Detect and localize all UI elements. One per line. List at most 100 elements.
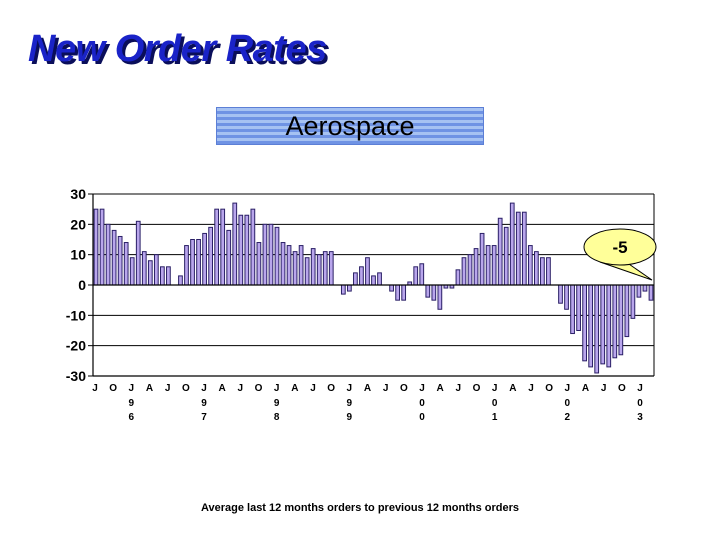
bar — [395, 284, 400, 301]
bar — [111, 229, 117, 286]
x-tick-month: O — [109, 383, 117, 394]
x-tick-month: A — [364, 383, 371, 394]
y-tick-label: 10 — [70, 247, 86, 263]
bar — [322, 251, 328, 286]
bar — [153, 254, 159, 286]
bar — [564, 284, 569, 310]
bar — [262, 223, 268, 286]
x-tick-month: J — [528, 383, 534, 394]
x-tick-month: J — [238, 383, 244, 394]
bar — [594, 284, 600, 374]
bar — [479, 232, 485, 286]
bar — [509, 202, 515, 286]
bar — [190, 239, 195, 286]
x-tick-year-digit: 2 — [565, 412, 571, 423]
x-tick-month: J — [165, 383, 171, 394]
x-tick-month: A — [291, 383, 298, 394]
x-tick-month: O — [400, 383, 408, 394]
bar — [129, 257, 135, 286]
bar — [491, 245, 497, 286]
y-tick-label: 30 — [70, 186, 86, 202]
x-tick-year-digit: 0 — [565, 398, 571, 409]
bar — [540, 257, 545, 286]
bar — [485, 245, 491, 286]
x-tick-year-digit: 8 — [274, 412, 280, 423]
callout-bubble — [583, 228, 657, 266]
y-tick-label: -30 — [66, 368, 86, 384]
y-tick-label: -20 — [66, 338, 86, 354]
x-tick-year-digit: 0 — [419, 398, 425, 409]
x-tick-year-digit: 6 — [129, 412, 135, 423]
bar — [135, 220, 141, 286]
bar — [503, 226, 509, 286]
x-tick-month: J — [637, 383, 643, 394]
bar — [178, 275, 183, 286]
bar — [328, 251, 334, 286]
bar — [147, 260, 153, 286]
bar — [196, 239, 201, 286]
bar — [292, 251, 298, 286]
bar — [534, 251, 539, 286]
x-tick-month: J — [274, 383, 280, 394]
bar — [268, 223, 274, 286]
bar — [316, 254, 322, 286]
y-tick-label: -10 — [66, 307, 86, 323]
bar — [612, 284, 618, 359]
bar — [467, 254, 473, 286]
x-tick-year-digit: 1 — [492, 412, 498, 423]
bar — [310, 248, 316, 286]
x-tick-month: J — [310, 383, 316, 394]
x-tick-year-digit: 9 — [274, 398, 280, 409]
bar — [419, 263, 425, 286]
x-tick-month: J — [601, 383, 607, 394]
bar — [202, 232, 207, 286]
bar — [588, 284, 594, 368]
bar — [304, 257, 310, 286]
bar — [166, 266, 171, 286]
x-tick-month: A — [437, 383, 444, 394]
x-tick-month: A — [146, 383, 153, 394]
bar — [226, 229, 232, 286]
bar — [497, 217, 503, 286]
bar — [431, 284, 437, 301]
bar — [461, 257, 467, 286]
x-tick-month: O — [182, 383, 190, 394]
bar — [636, 284, 642, 298]
bar — [425, 284, 431, 298]
bar — [286, 245, 292, 286]
x-tick-month: J — [383, 383, 389, 394]
bar — [160, 266, 165, 286]
bar — [413, 266, 419, 286]
bar — [527, 245, 533, 286]
bar — [280, 242, 286, 286]
x-tick-year-digit: 9 — [347, 412, 353, 423]
x-tick-month: J — [201, 383, 207, 394]
x-tick-month: J — [92, 383, 98, 394]
bar — [515, 211, 521, 286]
bar — [274, 226, 280, 286]
bar — [214, 208, 220, 286]
y-tick-label: 0 — [78, 277, 86, 293]
bar — [123, 242, 129, 286]
bar — [546, 257, 551, 286]
bar — [576, 284, 581, 331]
bar — [521, 211, 527, 286]
bar — [377, 272, 382, 286]
y-tick-label: 20 — [70, 216, 86, 232]
bar — [105, 223, 111, 286]
bar — [648, 284, 654, 301]
bar — [473, 248, 479, 286]
bar — [141, 251, 147, 286]
x-tick-year-digit: 0 — [637, 398, 643, 409]
bar — [208, 226, 213, 286]
bar — [244, 214, 250, 286]
bar — [93, 208, 99, 286]
x-tick-year-digit: 7 — [201, 412, 207, 423]
bar — [389, 284, 394, 292]
x-tick-month: O — [618, 383, 626, 394]
bar — [570, 284, 575, 335]
x-tick-month: A — [219, 383, 226, 394]
x-tick-month: J — [492, 383, 498, 394]
chart-title: Aerospace — [285, 111, 415, 141]
